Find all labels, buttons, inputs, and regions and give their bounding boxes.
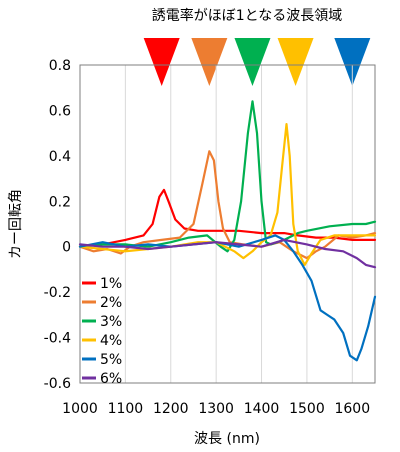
y-tick-label: 0: [62, 240, 71, 256]
legend-label: 3%: [100, 314, 122, 330]
x-tick-label: 1600: [334, 401, 370, 417]
wavelength-marker: [334, 38, 371, 86]
series-line: [78, 234, 377, 362]
banner-title: 誘電率がほぼ1となる波長領域: [152, 7, 343, 24]
x-tick-label: 1100: [108, 401, 144, 417]
x-tick-labels: 1000 1100 1200 1300 1400 1500 1600: [62, 401, 370, 417]
legend-label: 2%: [100, 295, 122, 311]
y-tick-label: 0.8: [49, 58, 71, 74]
wavelength-marker: [277, 38, 314, 86]
y-tick-label: -0.2: [44, 285, 71, 301]
marker-group: [143, 38, 371, 86]
y-tick-labels: -0.6 -0.4 -0.2 0 0.2 0.4 0.6 0.8: [44, 58, 71, 392]
legend: 1% 2% 3% 4% 5% 6%: [82, 276, 122, 387]
x-tick-label: 1300: [198, 401, 234, 417]
legend-label: 6%: [100, 371, 122, 387]
series-line: [78, 188, 377, 248]
series-line: [78, 238, 377, 269]
wavelength-marker: [143, 38, 180, 86]
legend-label: 5%: [100, 352, 122, 368]
plot-frame: [79, 64, 376, 384]
x-tick-label: 1200: [153, 401, 189, 417]
y-tick-label: 0.4: [49, 149, 71, 165]
series-lines: [78, 100, 377, 362]
y-tick-label: 0.6: [49, 103, 71, 119]
legend-label: 4%: [100, 333, 122, 349]
x-tick-label: 1500: [289, 401, 325, 417]
y-tick-label: 0.2: [49, 194, 71, 210]
series-line: [78, 150, 377, 260]
y-tick-label: -0.6: [44, 376, 71, 392]
y-tick-label: -0.4: [44, 331, 71, 347]
wavelength-marker: [234, 38, 271, 86]
grid: [124, 65, 353, 383]
legend-label: 1%: [100, 276, 122, 292]
x-axis-title: 波長 (nm): [194, 431, 260, 447]
wavelength-marker: [191, 38, 228, 86]
x-tick-label: 1000: [62, 401, 98, 417]
y-axis-title: カー回転角: [8, 189, 24, 259]
x-tick-label: 1400: [244, 401, 280, 417]
series-line: [78, 100, 377, 253]
